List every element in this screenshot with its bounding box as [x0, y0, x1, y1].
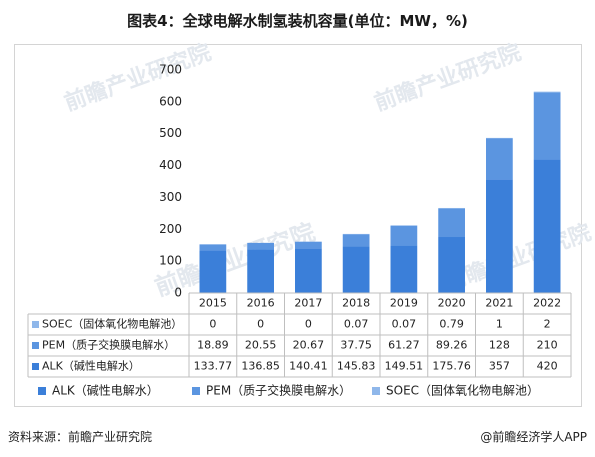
y-tick-label: 300 [159, 190, 182, 204]
legend-label: SOEC（固体氧化物电解池） [386, 384, 539, 398]
data-label: 0.07 [392, 318, 417, 331]
bar-segment-pem [486, 138, 513, 180]
bar-segment-alk [295, 248, 322, 293]
x-tick-label: 2015 [199, 297, 227, 310]
data-label: 210 [537, 339, 558, 352]
data-label: 149.51 [385, 360, 424, 373]
legend-swatch [192, 387, 200, 395]
table-legend-swatch [32, 363, 39, 370]
legend-swatch [38, 387, 46, 395]
x-tick-label: 2017 [294, 297, 322, 310]
legend-label: PEM（质子交换膜电解水） [206, 383, 351, 398]
x-tick-label: 2021 [485, 297, 513, 310]
data-label: 20.67 [293, 339, 325, 352]
table-legend-swatch [32, 321, 39, 328]
data-label: 2 [544, 318, 551, 331]
y-tick-label: 200 [159, 222, 182, 236]
bar-segment-alk [438, 237, 465, 293]
data-label: 20.55 [245, 339, 277, 352]
legend-swatch [372, 387, 380, 395]
x-tick-label: 2020 [438, 297, 466, 310]
data-label: 0 [209, 318, 216, 331]
bar-segment-pem [199, 244, 227, 251]
table-row-label: ALK（碱性电解水） [42, 359, 140, 373]
data-label: 0 [257, 318, 264, 331]
y-tick-label: 600 [159, 94, 182, 108]
table-legend-swatch [32, 342, 39, 349]
data-label: 175.76 [432, 360, 471, 373]
bar-segment-alk [486, 179, 513, 293]
y-tick-label: 700 [159, 63, 182, 77]
data-label: 18.89 [197, 339, 229, 352]
bar-segment-alk [533, 159, 561, 293]
bar-segment-soec [486, 137, 513, 139]
x-tick-label: 2019 [390, 297, 418, 310]
bar-segment-pem [342, 234, 370, 247]
data-label: 133.77 [194, 360, 233, 373]
bar-segment-soec [342, 233, 370, 235]
source-note: 资料来源：前瞻产业研究院 [8, 430, 153, 444]
bar-segment-soec [438, 207, 465, 209]
x-tick-label: 2022 [533, 297, 561, 310]
chart-title: 图表4：全球电解水制氢装机容量(单位：MW，%) [127, 12, 468, 30]
data-label: 420 [537, 360, 558, 373]
x-tick-label: 2016 [247, 297, 275, 310]
data-label: 136.85 [241, 360, 280, 373]
y-tick-label: 400 [159, 158, 182, 172]
data-label: 0.07 [344, 318, 369, 331]
bar-segment-soec [533, 91, 561, 93]
y-tick-label: 500 [159, 126, 182, 140]
data-label: 37.75 [340, 339, 372, 352]
data-label: 89.26 [436, 339, 468, 352]
y-tick-label: 0 [174, 286, 182, 300]
data-label: 0.79 [439, 318, 464, 331]
brand-note: @前瞻经济学人APP [480, 430, 587, 444]
bar-segment-pem [533, 92, 561, 160]
bar-segment-alk [199, 250, 227, 293]
legend-label: ALK（碱性电解水） [52, 384, 159, 398]
y-tick-label: 100 [159, 254, 182, 268]
data-label: 128 [489, 339, 510, 352]
table-row-label: PEM（质子交换膜电解水） [42, 338, 175, 352]
data-label: 0 [305, 318, 312, 331]
bar-segment-pem [438, 208, 465, 238]
data-label: 1 [496, 318, 503, 331]
data-label: 145.83 [337, 360, 376, 373]
bar-segment-alk [247, 249, 274, 293]
bar-segment-pem [247, 242, 274, 250]
data-label: 357 [489, 360, 510, 373]
bar-segment-alk [342, 246, 370, 293]
data-label: 140.41 [289, 360, 328, 373]
x-tick-label: 2018 [342, 297, 370, 310]
bar-segment-alk [390, 245, 418, 293]
data-label: 61.27 [388, 339, 420, 352]
bar-segment-pem [295, 241, 322, 249]
table-row-label: SOEC（固体氧化物电解池） [42, 317, 182, 331]
bar-segment-soec [390, 225, 418, 226]
bar-segment-pem [390, 225, 418, 246]
